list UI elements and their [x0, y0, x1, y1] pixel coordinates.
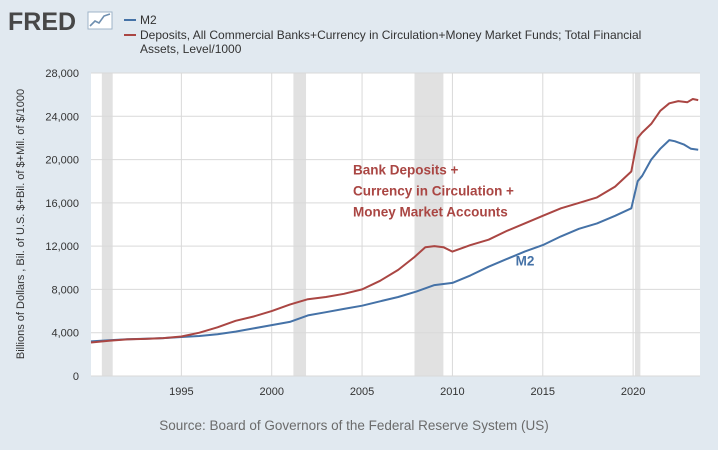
x-tick-label: 1995: [169, 386, 193, 398]
series-line-m2: [90, 139, 699, 343]
y-tick-label: 4,000: [51, 328, 79, 340]
annotations: Bank Deposits + Currency in Circulation +…: [353, 163, 534, 269]
x-tick-label: 2020: [621, 386, 645, 398]
recession-bands: [101, 73, 641, 376]
y-tick-label: 8,000: [51, 284, 79, 296]
y-tick-label: 0: [73, 371, 79, 383]
x-tick-labels: 1995 2000 2005 2010 2015 2020: [169, 386, 645, 398]
source-note: Source: Board of Governors of the Federa…: [159, 418, 548, 433]
fred-logo-graph-icon: [87, 11, 113, 30]
plot-area: [91, 73, 700, 376]
series-line-deposits: [90, 98, 699, 344]
recession-band: [293, 73, 307, 376]
y-tick-label: 24,000: [45, 111, 79, 123]
x-tick-label: 2015: [531, 386, 555, 398]
y-tick-label: 16,000: [45, 198, 79, 210]
y-tick-label: 12,000: [45, 241, 79, 253]
recession-band: [414, 73, 444, 376]
annotation-m2: M2: [516, 254, 535, 269]
y-axis-label: Billions of Dollars , Bil. of U.S. $+Bil…: [15, 89, 27, 359]
recession-band: [634, 73, 641, 376]
series-lines: [90, 98, 699, 344]
y-tick-label: 20,000: [45, 155, 79, 167]
legend: M2 Deposits, All Commercial Banks+Curren…: [124, 13, 641, 56]
fred-logo-text: FRED: [8, 8, 76, 36]
x-tick-label: 2010: [440, 386, 464, 398]
legend-label-deposits-line2: Assets, Level/1000: [140, 42, 242, 56]
y-tick-labels: 0 4,000 8,000 12,000 16,000 20,000 24,000 28,00…: [45, 68, 79, 383]
gridlines: [91, 72, 700, 377]
recession-band: [101, 73, 113, 376]
legend-label-deposits-line1: Deposits, All Commercial Banks+Currency …: [140, 28, 641, 42]
legend-label-m2: M2: [140, 13, 157, 27]
x-tick-label: 2005: [350, 386, 374, 398]
y-tick-label: 28,000: [45, 68, 79, 80]
annotation-deposits: Bank Deposits + Currency in Circulation +…: [353, 163, 514, 220]
fred-logo[interactable]: FRED: [8, 8, 113, 36]
x-tick-label: 2000: [259, 386, 283, 398]
